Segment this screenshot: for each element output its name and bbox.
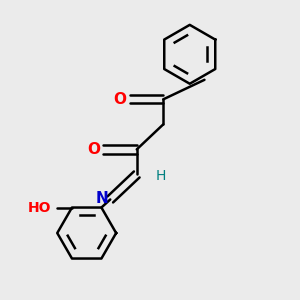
- Text: H: H: [156, 169, 166, 183]
- Text: O: O: [113, 92, 126, 107]
- Text: N: N: [96, 191, 109, 206]
- Text: O: O: [87, 142, 100, 157]
- Text: HO: HO: [28, 200, 51, 214]
